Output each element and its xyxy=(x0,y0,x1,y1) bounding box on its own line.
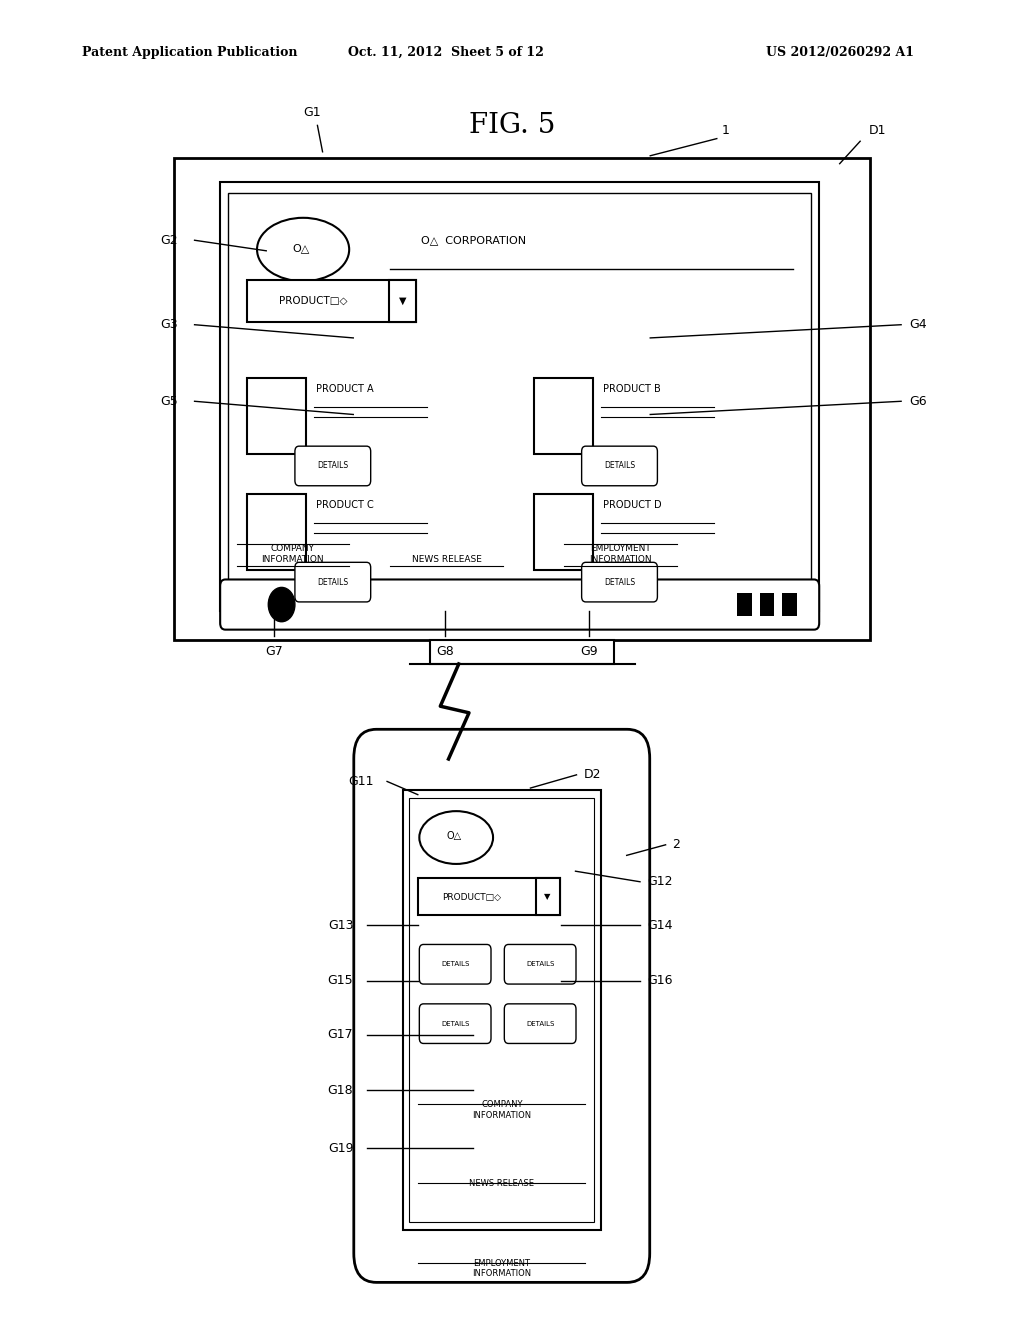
Bar xyxy=(220,182,819,611)
Bar xyxy=(430,640,614,664)
Bar xyxy=(737,593,752,616)
Text: G14: G14 xyxy=(647,919,673,932)
Text: NEWS RELEASE: NEWS RELEASE xyxy=(469,1180,535,1188)
Text: PRODUCT C: PRODUCT C xyxy=(316,500,374,511)
Text: O△: O△ xyxy=(293,243,309,253)
Bar xyxy=(782,593,797,616)
Text: Oct. 11, 2012  Sheet 5 of 12: Oct. 11, 2012 Sheet 5 of 12 xyxy=(347,46,544,59)
Bar xyxy=(403,789,600,1230)
FancyBboxPatch shape xyxy=(582,446,657,486)
Text: 1: 1 xyxy=(722,124,730,137)
FancyBboxPatch shape xyxy=(220,579,819,630)
Text: DETAILS: DETAILS xyxy=(317,462,348,470)
FancyBboxPatch shape xyxy=(295,446,371,486)
Text: G7: G7 xyxy=(265,645,284,659)
FancyBboxPatch shape xyxy=(295,562,371,602)
Text: G8: G8 xyxy=(436,645,455,659)
Circle shape xyxy=(268,587,295,622)
Text: DETAILS: DETAILS xyxy=(526,1020,554,1027)
Bar xyxy=(534,378,593,454)
Text: G9: G9 xyxy=(580,645,598,659)
Text: G12: G12 xyxy=(647,875,673,888)
Text: COMPANY
INFORMATION: COMPANY INFORMATION xyxy=(472,1101,531,1119)
Bar xyxy=(228,193,811,601)
Ellipse shape xyxy=(420,810,494,865)
Text: EMPLOYMENT
INFORMATION: EMPLOYMENT INFORMATION xyxy=(589,544,652,564)
Text: PRODUCT B: PRODUCT B xyxy=(603,384,660,395)
Text: G16: G16 xyxy=(647,974,673,987)
Text: NEWS RELEASE: NEWS RELEASE xyxy=(412,554,481,564)
Text: ▼: ▼ xyxy=(544,892,551,902)
Text: D2: D2 xyxy=(584,768,601,781)
Bar xyxy=(247,280,416,322)
Text: G6: G6 xyxy=(909,395,927,408)
Text: PRODUCT□◇: PRODUCT□◇ xyxy=(442,892,501,902)
Text: G1: G1 xyxy=(303,106,322,119)
Text: DETAILS: DETAILS xyxy=(604,578,635,586)
Text: PRODUCT A: PRODUCT A xyxy=(316,384,374,395)
Text: G17: G17 xyxy=(328,1028,353,1041)
FancyBboxPatch shape xyxy=(420,945,492,985)
Text: FIG. 5: FIG. 5 xyxy=(469,112,555,139)
Text: EMPLOYMENT
INFORMATION: EMPLOYMENT INFORMATION xyxy=(472,1259,531,1278)
FancyBboxPatch shape xyxy=(582,562,657,602)
Text: D1: D1 xyxy=(868,124,886,137)
Text: DETAILS: DETAILS xyxy=(441,1020,469,1027)
Text: G4: G4 xyxy=(909,318,927,331)
Text: O△  CORPORATION: O△ CORPORATION xyxy=(421,235,526,246)
Bar xyxy=(760,593,774,616)
Bar xyxy=(419,879,559,916)
Text: 2: 2 xyxy=(672,838,680,851)
FancyBboxPatch shape xyxy=(505,945,575,985)
Text: G13: G13 xyxy=(328,919,353,932)
Text: COMPANY
INFORMATION: COMPANY INFORMATION xyxy=(261,544,325,564)
Text: DETAILS: DETAILS xyxy=(441,961,469,968)
FancyBboxPatch shape xyxy=(505,1005,575,1043)
Text: DETAILS: DETAILS xyxy=(317,578,348,586)
Text: G5: G5 xyxy=(161,395,178,408)
Text: DETAILS: DETAILS xyxy=(604,462,635,470)
Bar xyxy=(247,378,306,454)
Text: G18: G18 xyxy=(328,1084,353,1097)
Bar xyxy=(534,494,593,570)
Bar xyxy=(389,280,416,322)
Ellipse shape xyxy=(257,218,349,281)
FancyBboxPatch shape xyxy=(420,1005,492,1043)
Text: PRODUCT D: PRODUCT D xyxy=(603,500,662,511)
Text: DETAILS: DETAILS xyxy=(526,961,554,968)
Bar xyxy=(174,158,870,640)
Text: G19: G19 xyxy=(328,1142,353,1155)
Text: Patent Application Publication: Patent Application Publication xyxy=(82,46,297,59)
Text: G11: G11 xyxy=(348,775,374,788)
Text: ▼: ▼ xyxy=(398,296,407,306)
FancyBboxPatch shape xyxy=(354,729,649,1283)
Text: PRODUCT□◇: PRODUCT□◇ xyxy=(280,296,347,306)
Text: G15: G15 xyxy=(328,974,353,987)
Text: O△: O△ xyxy=(446,832,462,841)
Text: G3: G3 xyxy=(161,318,178,331)
Text: G2: G2 xyxy=(161,234,178,247)
Text: US 2012/0260292 A1: US 2012/0260292 A1 xyxy=(766,46,913,59)
Bar xyxy=(247,494,306,570)
Bar xyxy=(537,879,559,916)
Bar xyxy=(410,797,594,1222)
